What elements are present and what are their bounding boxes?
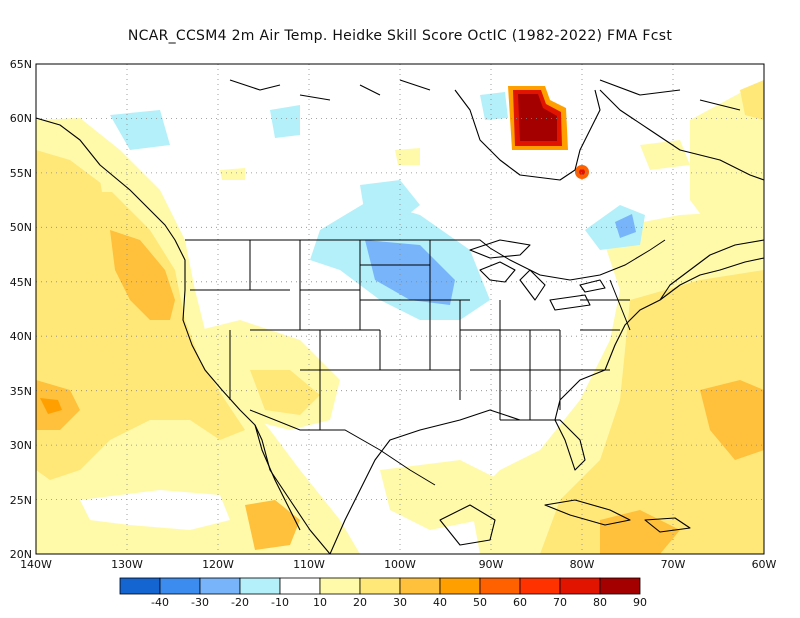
pacific-skill-40 <box>110 230 175 320</box>
plains-negative-20 <box>365 240 455 305</box>
colorbar-swatch <box>279 577 321 595</box>
yucatan <box>439 504 496 546</box>
hispaniola <box>644 517 691 533</box>
pacific-low-white <box>80 490 230 530</box>
atlantic-skill-30 <box>540 270 764 554</box>
colorbar-label: 30 <box>393 596 407 609</box>
colorbar-swatch <box>439 577 481 595</box>
map-frame <box>35 63 765 555</box>
lat-label: 45N <box>10 276 32 289</box>
lat-label: 35N <box>10 385 32 398</box>
colorbar-swatch <box>599 577 641 595</box>
lon-label: 100W <box>384 558 416 571</box>
colorbar-label: 80 <box>593 596 607 609</box>
colorbar-label: -30 <box>191 596 209 609</box>
lat-label: 40N <box>10 330 32 343</box>
baja-peninsula <box>254 424 301 531</box>
lon-label: 130W <box>111 558 143 571</box>
great-lakes <box>479 261 606 311</box>
colorbar-label: 40 <box>433 596 447 609</box>
pacific-skill-50 <box>40 398 62 414</box>
us-mexico-border <box>249 409 436 486</box>
lon-label: 80W <box>570 558 595 571</box>
cuba <box>544 499 631 526</box>
gulf-skill-20 <box>380 460 500 530</box>
colorbar-swatch <box>359 577 401 595</box>
latitude-labels: 65N 60N 55N 50N 45N 40N 35N 30N 25N 20N <box>10 58 32 561</box>
arctic-islands <box>229 79 741 111</box>
nw-canada-negative-10 <box>270 105 300 138</box>
lat-label: 65N <box>10 58 32 71</box>
lat-label: 55N <box>10 167 32 180</box>
labrador-coast <box>599 89 764 181</box>
us-canada-border <box>185 239 666 281</box>
colorbar-swatch <box>239 577 281 595</box>
colorbar-label: -20 <box>231 596 249 609</box>
colorbar-swatch <box>399 577 441 595</box>
lat-label: 25N <box>10 494 32 507</box>
atlantic-skill-40 <box>700 380 764 460</box>
east-coast <box>554 257 764 421</box>
atlantic-skill-40b <box>600 510 680 554</box>
labrador-skill-20 <box>690 80 764 240</box>
hudson-bay <box>454 89 601 181</box>
lat-label: 50N <box>10 221 32 234</box>
colorbar-label: 20 <box>353 596 367 609</box>
colorbar-label: 70 <box>553 596 567 609</box>
quebec-negative-20 <box>615 214 636 238</box>
gulf-st-lawrence <box>659 239 764 301</box>
lat-lon-grid <box>36 64 764 554</box>
state-lines <box>190 240 631 430</box>
colorbar-swatch <box>319 577 361 595</box>
lat-label: 60N <box>10 112 32 125</box>
coastlines-borders <box>36 79 764 554</box>
west-coast <box>36 117 331 554</box>
colorbar: -40 -30 -20 -10 10 20 30 40 50 60 70 80 90 <box>119 577 647 609</box>
hudson-skill-90 <box>518 94 557 141</box>
hudson-west-negative-10 <box>480 92 508 120</box>
colorbar-swatch <box>479 577 521 595</box>
colorbar-swatch <box>559 577 601 595</box>
mexico-gulf-coast <box>329 409 586 554</box>
labrador-skill-30 <box>740 80 764 120</box>
northern-skill-20b <box>640 140 690 170</box>
colorbar-label: -40 <box>151 596 169 609</box>
alaska-negative-10 <box>110 110 170 150</box>
lon-label: 90W <box>479 558 504 571</box>
lat-label: 30N <box>10 439 32 452</box>
political-borders <box>185 239 666 486</box>
lon-label: 140W <box>20 558 52 571</box>
pacific-skill-30 <box>36 150 245 480</box>
southwest-skill-30 <box>250 370 320 415</box>
northern-skill-20a <box>395 148 420 165</box>
map-title: NCAR_CCSM4 2m Air Temp. Heidke Skill Sco… <box>127 28 673 44</box>
lat-label: 20N <box>10 548 32 561</box>
colorbar-label: 50 <box>473 596 487 609</box>
colorbar-swatch <box>159 577 201 595</box>
colorbar-swatch <box>519 577 561 595</box>
colorbar-label: 10 <box>313 596 327 609</box>
lon-label: 120W <box>202 558 234 571</box>
pacific-skill-40c <box>245 500 300 550</box>
colorbar-swatch <box>119 577 161 595</box>
lon-label: 60W <box>752 558 777 571</box>
lon-label: 110W <box>293 558 325 571</box>
northern-skill-20c <box>220 168 245 180</box>
colorbar-swatch <box>199 577 241 595</box>
lake-superior <box>469 239 531 259</box>
longitude-labels: 140W 130W 120W 110W 100W 90W 80W 70W 60W <box>20 558 776 571</box>
canada-negative-10 <box>360 180 420 225</box>
northern-skill-20d <box>100 178 122 192</box>
colorbar-label: 60 <box>513 596 527 609</box>
lon-label: 70W <box>661 558 686 571</box>
colorbar-label: -10 <box>271 596 289 609</box>
colorbar-label: 90 <box>633 596 647 609</box>
